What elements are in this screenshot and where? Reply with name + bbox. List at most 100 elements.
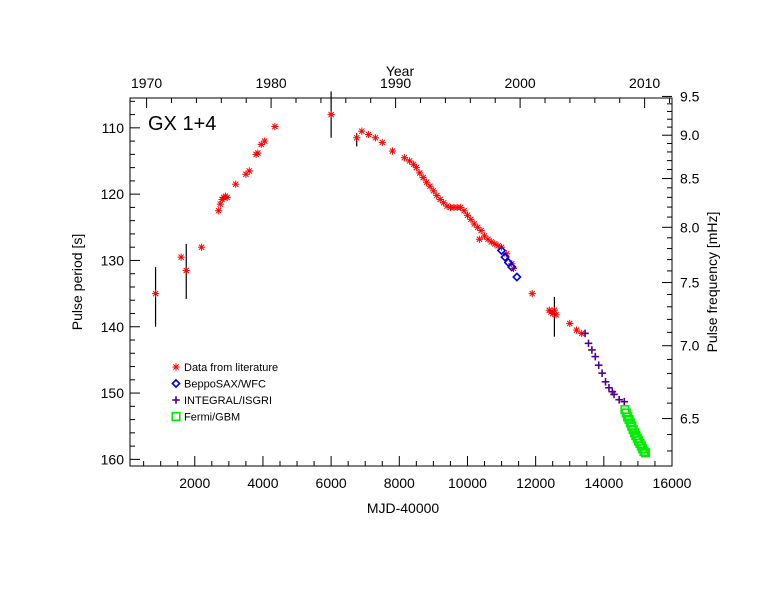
data-point [182, 266, 190, 274]
y-tick-label: 120 [101, 186, 125, 202]
data-point [405, 157, 414, 165]
data-point [365, 130, 373, 139]
legend-label: INTEGRAL/ISGRI [184, 395, 272, 407]
data-point [223, 193, 231, 202]
x-tick-label: 14000 [584, 475, 623, 491]
data-point [327, 110, 335, 119]
data-point [457, 203, 465, 212]
data-point [467, 215, 475, 223]
x-tick-label: 8000 [384, 475, 415, 491]
x-tick-label: 4000 [247, 475, 278, 491]
data-point [639, 446, 649, 457]
y-tick-label: 160 [101, 451, 125, 467]
data-point [640, 448, 651, 458]
legend-marker [171, 378, 181, 389]
data-point [477, 227, 485, 235]
data-point [598, 369, 606, 377]
data-point [463, 211, 472, 219]
freq-tick-label: 8.5 [680, 171, 700, 187]
data-point [440, 199, 448, 207]
legend-marker [172, 396, 180, 404]
right-axis-label: Pulse frequency [mHz] [704, 212, 720, 353]
year-tick-label: 2000 [505, 75, 536, 91]
data-point [358, 127, 366, 135]
data-point [371, 134, 380, 142]
y-tick-label: 130 [101, 252, 125, 268]
y-axis-label: Pulse period [s] [69, 234, 85, 331]
year-tick-label: 2010 [629, 75, 660, 91]
data-point [594, 361, 603, 370]
data-point [605, 383, 613, 392]
data-point [584, 339, 593, 348]
data-point [177, 253, 185, 261]
data-point [419, 173, 427, 182]
data-point [475, 235, 484, 243]
data-point [572, 326, 581, 334]
axes: 2000 4000 6000 8000 10000 12000 14000 16000 110 1… [101, 75, 700, 491]
freq-tick-label: 9.0 [680, 127, 700, 143]
data-point [429, 187, 437, 195]
y-tick-label: 150 [101, 385, 125, 401]
x-axis-label: MJD-40000 [367, 500, 440, 516]
data-point [500, 252, 510, 262]
legend-item: BeppoSAX/WFC [171, 378, 266, 391]
legend-item: Data from literature [172, 362, 278, 374]
data-point [215, 207, 223, 215]
plot-frame [129, 97, 673, 467]
data-point [416, 169, 424, 177]
x-tick-label: 2000 [179, 475, 210, 491]
data-point [623, 412, 633, 422]
data-point [588, 346, 596, 354]
data-point [512, 272, 522, 282]
data-point [601, 377, 610, 386]
data-point [151, 290, 160, 298]
data-point [591, 352, 600, 361]
freq-tick-label: 9.5 [680, 88, 700, 104]
legend-label: Data from literature [184, 362, 278, 374]
data-point [581, 329, 589, 338]
data-point [216, 200, 224, 208]
data-point [620, 397, 629, 406]
freq-tick-label: 6.5 [680, 411, 700, 427]
freq-tick-label: 7.0 [680, 338, 700, 354]
data-points [151, 110, 651, 458]
data-point [400, 154, 409, 162]
year-tick-label: 1990 [380, 75, 411, 91]
freq-tick-label: 7.5 [680, 275, 700, 291]
data-point [254, 149, 262, 157]
x-tick-label: 16000 [653, 475, 692, 491]
data-point [610, 390, 618, 399]
data-point [271, 122, 279, 131]
data-point [552, 311, 560, 319]
data-point [232, 180, 240, 188]
data-point [388, 147, 397, 155]
top-axis-label: Year [386, 63, 415, 79]
data-point [261, 137, 269, 145]
y-tick-label: 140 [101, 319, 125, 335]
x-tick-label: 12000 [516, 475, 555, 491]
data-point [426, 182, 434, 190]
x-tick-label: 10000 [448, 475, 487, 491]
year-tick-label: 1970 [131, 75, 162, 91]
data-point [197, 243, 206, 251]
data-point [615, 395, 623, 404]
data-point [460, 207, 468, 215]
data-point [496, 245, 507, 256]
data-point [242, 170, 250, 178]
data-point [245, 167, 253, 175]
data-point [353, 134, 361, 142]
data-point [412, 164, 420, 172]
legend-label: Fermi/GBM [184, 412, 240, 424]
chart-title: GX 1+4 [148, 113, 216, 135]
legend-marker [171, 411, 181, 422]
legend-item: Fermi/GBM [171, 411, 240, 424]
data-point [528, 290, 536, 298]
legend-item: INTEGRAL/ISGRI [172, 395, 272, 407]
data-point [566, 319, 574, 328]
y-tick-label: 110 [102, 120, 125, 136]
legend-label: BeppoSAX/WFC [184, 379, 266, 391]
x-tick-label: 6000 [316, 475, 347, 491]
data-point [378, 138, 386, 147]
